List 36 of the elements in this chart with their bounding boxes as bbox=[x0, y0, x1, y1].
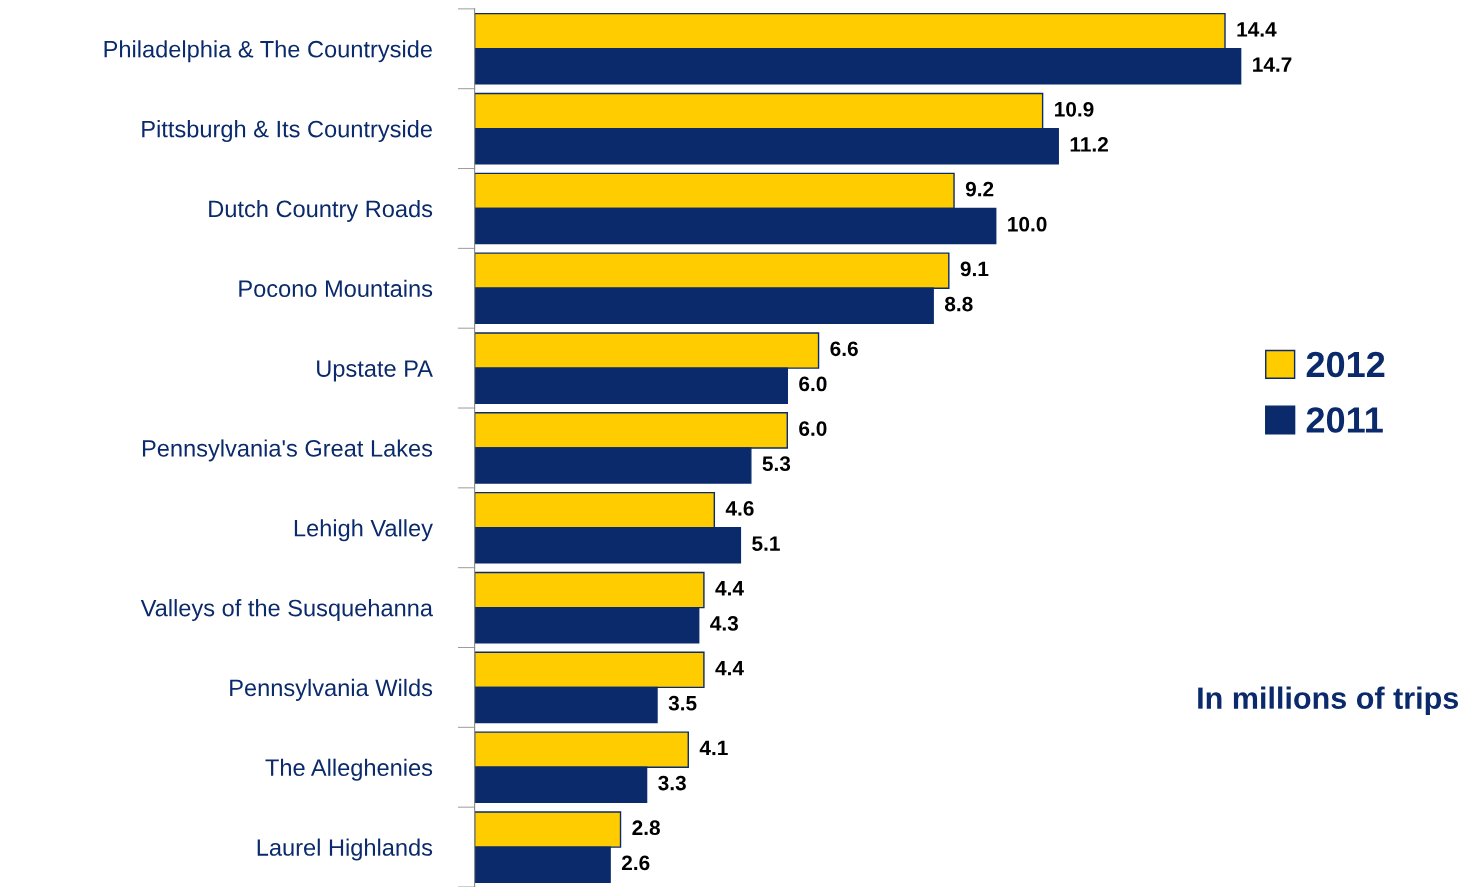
data-label: 4.4 bbox=[715, 660, 744, 676]
data-label: 4.4 bbox=[715, 581, 744, 596]
y-tick-label: Pocono Mountains bbox=[239, 279, 433, 298]
data-label: 10.9 bbox=[1055, 101, 1094, 117]
data-label: 4.6 bbox=[725, 501, 754, 516]
data-label: 5.3 bbox=[762, 456, 791, 472]
annotation: In millions of trips bbox=[1198, 686, 1459, 715]
data-label: 2.6 bbox=[621, 855, 650, 871]
data-label: 2.8 bbox=[632, 820, 660, 836]
data-label: 14.7 bbox=[1253, 57, 1292, 72]
legend-label: 2012 bbox=[1306, 351, 1385, 378]
data-label: 6.6 bbox=[830, 341, 858, 357]
data-label: 10.0 bbox=[1008, 216, 1047, 232]
data-label: 5.1 bbox=[752, 536, 780, 551]
data-label: 8.8 bbox=[944, 296, 973, 312]
y-tick-label: Pennsylvania Wilds bbox=[230, 678, 433, 701]
data-label: 14.4 bbox=[1237, 22, 1277, 37]
y-tick-label: Philadelphia & The Countryside bbox=[104, 40, 432, 63]
data-label: 6.0 bbox=[799, 376, 827, 392]
data-label: 4.1 bbox=[699, 740, 728, 756]
y-tick-label: Lehigh Valley bbox=[294, 519, 433, 542]
y-tick-label: Pittsburgh & Its Countryside bbox=[142, 120, 432, 143]
y-tick-label: Pennsylvania's Great Lakes bbox=[142, 439, 433, 462]
y-tick-label: Valleys of the Susquehanna bbox=[140, 599, 433, 622]
y-tick-label: Laurel Highlands bbox=[257, 838, 433, 861]
y-tick-label: The Alleghenies bbox=[265, 758, 433, 781]
y-tick-label: Dutch Country Roads bbox=[209, 199, 433, 222]
data-label: 9.2 bbox=[965, 181, 994, 197]
data-label: 9.1 bbox=[960, 261, 989, 277]
legend-label: 2011 bbox=[1306, 407, 1383, 433]
data-label: 6.0 bbox=[799, 421, 827, 436]
data-label: 11.2 bbox=[1070, 137, 1108, 152]
data-label: 3.3 bbox=[658, 775, 686, 791]
y-tick-label: Upstate PA bbox=[317, 360, 433, 382]
data-label: 4.3 bbox=[710, 616, 739, 631]
data-label: 3.5 bbox=[668, 695, 697, 711]
